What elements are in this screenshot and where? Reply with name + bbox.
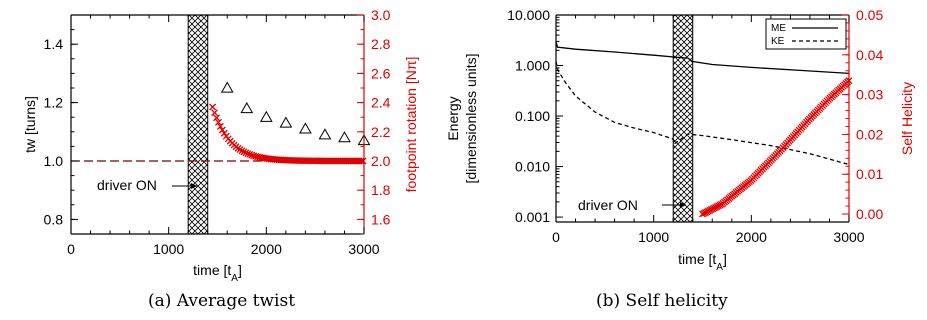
triangle-point (318, 128, 332, 140)
y-tick-label-left: 0.001 (515, 209, 550, 225)
y-axis-label-left: tw [turns] (22, 96, 38, 153)
y-axis-label-right: footpoint rotation [Nπ] (403, 57, 419, 193)
footpoint-rotation-point (242, 149, 250, 157)
footpoint-rotation-point (216, 122, 224, 130)
footpoint-rotation-point (209, 103, 217, 111)
y-tick-label-right: 0.02 (856, 126, 883, 142)
footpoint-rotation-point (250, 152, 258, 160)
y-tick-label-right: 0.03 (856, 87, 883, 103)
y-tick-label-right: 0.05 (856, 7, 883, 23)
footpoint-rotation-point (240, 148, 248, 156)
panel-average-twist: 0 1000 2000 3000 0.8 1.0 1.2 1.4 1.6 1.8 2.0 2.2 2.4… (22, 7, 419, 284)
legend: ME KE (765, 18, 847, 50)
y-tick-label-left: 0.100 (515, 108, 550, 124)
x-tick-label: 1000 (153, 241, 184, 257)
footpoint-rotation-point (211, 109, 219, 117)
footpoint-rotation-point (244, 150, 252, 158)
annotation-arrowhead (680, 202, 686, 208)
y-tick-label-right: 0.00 (856, 206, 883, 222)
annotation-arrowhead (191, 183, 197, 189)
driver-band (187, 14, 209, 235)
caption-self-helicity: (b) Self helicity (596, 291, 728, 311)
y-tick-label-right: 0.04 (856, 47, 883, 63)
legend-box (765, 18, 847, 50)
y-tick-label-right: 0.01 (856, 166, 883, 182)
y-tick-label-left: 1.000 (515, 58, 550, 74)
triangle-point (240, 101, 254, 114)
y-tick-label-left: 0.010 (515, 159, 550, 175)
annotation-driver-on: driver ON (97, 177, 157, 193)
y-tick-label-right: 3.0 (371, 7, 391, 23)
y-axis-label-left-line2: [dimensionless units] (463, 54, 479, 184)
x-tick-label: 1000 (638, 229, 669, 245)
caption-average-twist: (a) Average twist (148, 291, 296, 311)
triangle-point (338, 131, 351, 143)
y-tick-label-left: 0.8 (44, 211, 64, 227)
triangle-point (259, 110, 273, 122)
y-tick-label-right: 2.2 (371, 124, 391, 140)
y-tick-label-left: 10.000 (507, 7, 550, 23)
triangle-point (279, 116, 293, 128)
series-line-ke (555, 61, 850, 166)
y-tick-label-left: 1.4 (44, 36, 64, 52)
footpoint-rotation-point (215, 118, 222, 126)
y-tick-label-right: 1.8 (371, 182, 391, 198)
x-tick-label: 2000 (251, 241, 282, 257)
footpoint-rotation-point (248, 151, 256, 159)
x-axis-label: time [tA] (678, 251, 727, 273)
footpoint-rotation-point (213, 114, 220, 122)
y-tick-label-right: 1.6 (371, 211, 391, 227)
panel-self-helicity: 0 1000 2000 3000 0.001 0.010 0.100 1.000 10.000 0… (445, 7, 915, 273)
y-tick-label-right: 2.0 (371, 153, 391, 169)
y-axis-label-right: Self Helicity (899, 82, 915, 155)
y-tick-label-right: 2.8 (371, 36, 391, 52)
x-tick-label: 3000 (833, 229, 864, 245)
x-tick-label: 0 (552, 229, 560, 245)
y-tick-label-left: 1.0 (44, 153, 64, 169)
annotation-driver-on: driver ON (578, 197, 638, 213)
legend-label-me: ME (771, 23, 786, 34)
x-tick-label: 0 (67, 241, 75, 257)
x-tick-label: 2000 (736, 229, 767, 245)
series-line-me (555, 41, 850, 75)
driver-band (672, 14, 694, 223)
x-tick-label: 3000 (348, 241, 379, 257)
footpoint-rotation-point (218, 126, 226, 134)
y-axis-label-left-line1: Energy (445, 96, 461, 140)
x-axis-label: time [tA] (193, 262, 242, 284)
footpoint-rotation-point (246, 150, 254, 158)
triangle-point (220, 81, 234, 93)
triangle-point (299, 122, 312, 134)
legend-label-ke: KE (771, 36, 785, 47)
y-tick-label-left: 1.2 (44, 95, 64, 111)
y-tick-label-right: 2.4 (371, 95, 391, 111)
y-tick-label-right: 2.6 (371, 65, 391, 81)
